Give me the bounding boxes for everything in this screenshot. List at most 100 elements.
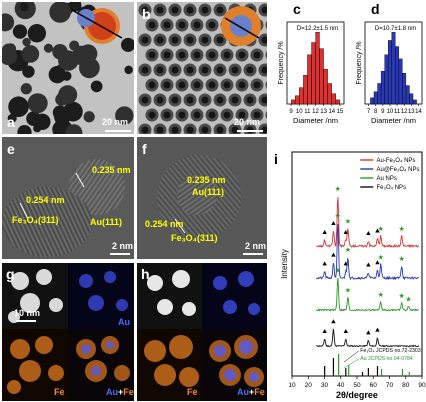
particle-core <box>208 51 216 59</box>
particle-core <box>141 126 149 134</box>
hrtem-texture-f <box>137 137 267 259</box>
legend-entry: Au NPs <box>377 176 397 182</box>
x-tick-label: 9 <box>381 109 385 115</box>
triangle-marker <box>366 330 371 335</box>
particle <box>65 124 83 134</box>
x-tick-label: 13 <box>320 109 327 115</box>
dumbbell-model-icon <box>71 8 123 44</box>
y-axis-label: Intensity <box>280 249 289 279</box>
map-merge-au-g: Au <box>106 387 118 397</box>
particle-core <box>141 6 149 14</box>
triangle-marker <box>343 261 348 266</box>
histogram-bar <box>290 99 296 105</box>
legend-entry: Fe₃O₄ NPs <box>377 185 407 191</box>
particle-core <box>201 126 209 134</box>
particle <box>12 24 28 39</box>
particle-core <box>216 66 224 74</box>
particle-core <box>216 96 224 104</box>
panel-f-hrtem-image: f 0.235 nm Au(111) 0.254 nm Fe₃O₄(311) 2… <box>137 137 267 259</box>
histogram-bar <box>402 73 407 105</box>
x-axis-label: Diameter /nm <box>293 116 338 125</box>
x-tick-label: 40 <box>337 382 345 389</box>
panel-label-c: c <box>293 2 301 17</box>
panel-label-a: a <box>7 114 15 130</box>
particle <box>48 65 67 84</box>
panel-label-g: g <box>6 266 15 282</box>
histogram-bar <box>409 93 414 105</box>
x-tick-label: 70 <box>386 382 394 389</box>
particle-core <box>253 51 261 59</box>
map-label-merge-g: Au+Fe <box>106 387 134 397</box>
x-tick-label: 20 <box>305 382 313 389</box>
histogram-bar <box>303 75 308 105</box>
size-annotation: D=12.2±1.5 nm <box>297 26 338 32</box>
panel-label-d: d <box>371 2 380 17</box>
particle-core <box>148 21 156 29</box>
particle-core <box>186 6 194 14</box>
particle-core <box>201 6 209 14</box>
particle-shell <box>265 80 267 90</box>
particle-core <box>141 96 149 104</box>
panel-label-e: e <box>7 141 15 157</box>
particle-core <box>163 111 171 119</box>
y-axis-label: Frequency /% <box>278 41 285 84</box>
legend-entry: Au-Fe₃O₄ NPs <box>377 158 416 164</box>
particle-core <box>171 126 179 134</box>
x-tick-label: 12 <box>312 109 319 115</box>
plane-fe-e: Fe₃O₄(311) <box>12 215 59 225</box>
particle-core <box>208 81 216 89</box>
triangle-marker <box>375 327 380 332</box>
triangle-marker <box>375 260 380 265</box>
particle-core <box>253 81 261 89</box>
particle-core <box>156 66 164 74</box>
star-marker: ★ <box>399 225 405 233</box>
particle-core <box>238 81 246 89</box>
particle <box>58 50 79 71</box>
histogram-bar <box>373 91 378 105</box>
histogram-bar <box>377 83 382 105</box>
particle-core <box>223 111 231 119</box>
particle-core <box>216 126 224 134</box>
particle-core <box>186 66 194 74</box>
x-tick-label: 7 <box>367 109 371 115</box>
d-spacing-au-e: 0.235 nm <box>92 165 131 175</box>
x-axis-label: Diameter /nm <box>371 116 416 125</box>
particle-core <box>208 21 216 29</box>
triangle-marker <box>331 252 336 257</box>
particle <box>58 85 78 105</box>
scale-text-a: 20 nm <box>102 117 129 127</box>
particle-core <box>193 21 201 29</box>
x-tick-label: 14 <box>415 109 422 115</box>
x-tick-label: 15 <box>337 109 344 115</box>
scale-bar-f <box>243 253 263 255</box>
star-marker: ★ <box>335 267 341 275</box>
map-label-merge-h: Au+Fe <box>237 387 265 397</box>
d-spacing-fe-e: 0.254 nm <box>26 195 65 205</box>
particle <box>83 111 95 123</box>
histogram-bar <box>395 46 399 105</box>
star-marker: ★ <box>345 218 351 226</box>
triangle-marker <box>375 228 380 233</box>
triangle-marker <box>343 329 348 333</box>
particle <box>8 96 29 117</box>
panel-e-hrtem-image: e 0.235 nm Au(111) 0.254 nm Fe₃O₄(311) 2… <box>2 137 134 259</box>
x-tick-label: 13 <box>408 109 415 115</box>
histogram-bar <box>384 54 389 105</box>
map-merge-plus-h: + <box>249 387 255 397</box>
star-marker: ★ <box>399 292 405 300</box>
particle-core <box>216 6 224 14</box>
particle-core <box>163 81 171 89</box>
scale-text-e: 2 nm <box>112 241 134 251</box>
panel-a-tem-image: a 20 nm <box>2 2 134 134</box>
reference-pointer <box>343 350 359 363</box>
particle-core <box>231 66 239 74</box>
particle-core <box>246 96 254 104</box>
particle <box>20 83 32 95</box>
panel-g-eds-maps: g 10 nm Au Fe Au+Fe <box>2 263 134 401</box>
star-marker: ★ <box>335 212 341 220</box>
particle-core <box>148 81 156 89</box>
triangle-marker <box>343 230 348 234</box>
particle-core <box>141 36 149 44</box>
map-merge-fe-g: Fe <box>123 387 134 397</box>
